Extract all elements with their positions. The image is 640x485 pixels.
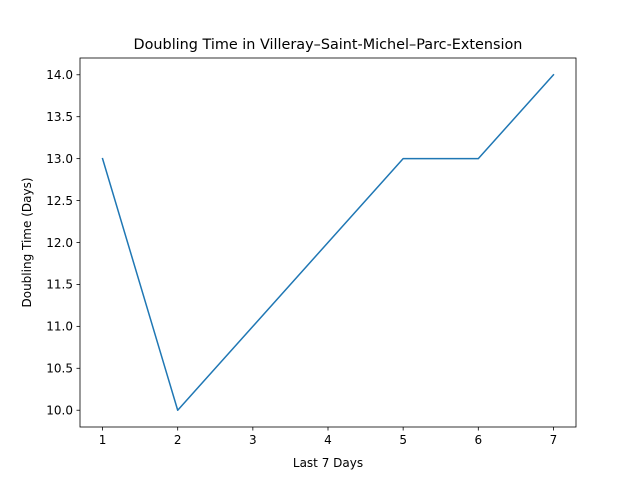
x-axis-ticks: 1 2 3 4 5 6 7	[99, 427, 558, 447]
x-tick-label: 7	[550, 433, 558, 447]
y-tick-label: 10.5	[46, 362, 73, 376]
x-tick-label: 3	[249, 433, 257, 447]
x-tick-label: 1	[99, 433, 107, 447]
x-tick-label: 5	[399, 433, 407, 447]
y-tick-label: 12.0	[46, 236, 73, 250]
y-tick-label: 12.5	[46, 194, 73, 208]
y-tick-label: 13.5	[46, 110, 73, 124]
y-axis-ticks: 10.0 10.5 11.0 11.5 12.0 12.5 13.0 13.5 14.0	[46, 68, 80, 418]
series-line-1	[101, 73, 555, 411]
y-tick-label: 13.0	[46, 152, 73, 166]
y-tick-label: 10.0	[46, 404, 73, 418]
plot-area	[101, 73, 555, 411]
y-tick-label: 11.5	[46, 278, 73, 292]
x-axis-label: Last 7 Days	[293, 456, 363, 470]
y-tick-label: 14.0	[46, 68, 73, 82]
chart-title: Doubling Time in Villeray–Saint-Michel–P…	[134, 37, 523, 53]
y-tick-label: 11.0	[46, 320, 73, 334]
x-tick-label: 2	[174, 433, 182, 447]
x-tick-label: 6	[474, 433, 482, 447]
x-tick-label: 4	[324, 433, 332, 447]
y-axis-label: Doubling Time (Days)	[20, 177, 34, 307]
